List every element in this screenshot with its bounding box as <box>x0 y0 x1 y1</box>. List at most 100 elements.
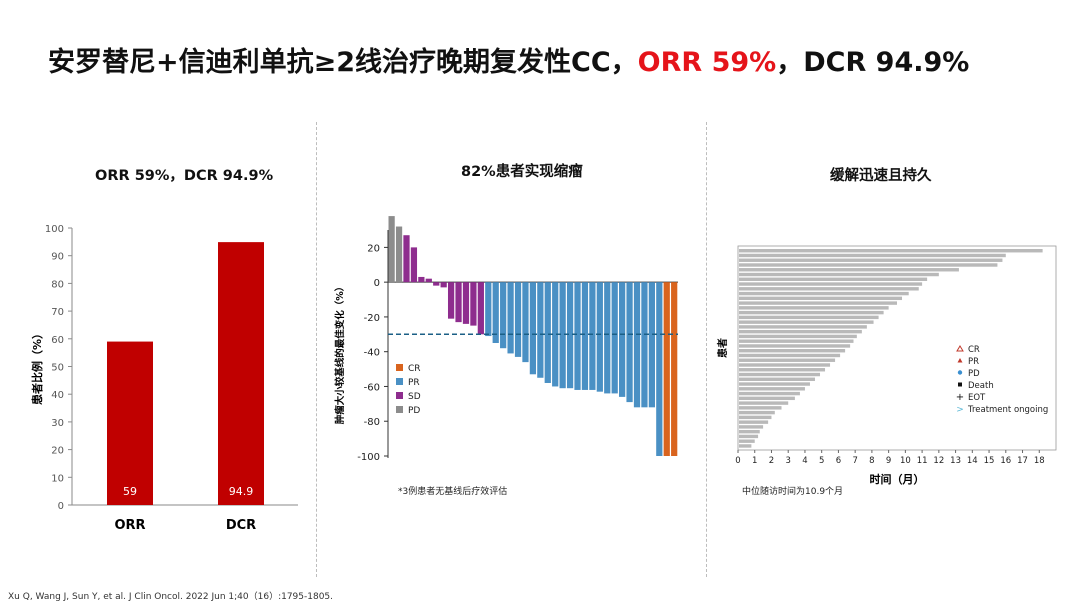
bar-dcr <box>218 242 264 505</box>
legend-label: PR <box>968 357 979 367</box>
x-axis-label: 时间（月） <box>870 472 925 486</box>
patient-bar <box>739 291 909 296</box>
legend-label: Treatment ongoing <box>967 405 1048 415</box>
legend-symbol-eot: + <box>956 392 964 403</box>
waterfall-bar-pr <box>633 282 641 408</box>
legend-symbol-pr <box>957 358 963 363</box>
y-tick-label: 0 <box>374 278 380 289</box>
x-tick-label: 5 <box>819 456 824 466</box>
patient-bar <box>739 329 862 334</box>
x-tick-label: 12 <box>933 456 944 466</box>
divider-left <box>316 122 317 577</box>
y-tick-label: 10 <box>51 473 64 484</box>
y-tick-label: -40 <box>364 348 380 359</box>
patient-bar <box>739 396 795 401</box>
y-axis-label: 肿瘤大小较基线的最佳变化（%） <box>334 282 346 425</box>
waterfall-bar-pr <box>648 282 655 408</box>
y-axis-label: 患者 <box>716 338 729 358</box>
y-tick-label: 100 <box>45 224 64 235</box>
x-tick-label: 17 <box>1017 456 1028 466</box>
patient-bar <box>739 249 1043 253</box>
title-dcr: DCR 94.9% <box>803 47 970 78</box>
waterfall-bar-pr <box>559 282 566 389</box>
y-tick-label: 20 <box>51 446 64 457</box>
waterfall-bar-sd <box>418 276 425 283</box>
waterfall-bar-pr <box>611 282 618 394</box>
citation: Xu Q, Wang J, Sun Y, et al. J Clin Oncol… <box>8 592 334 602</box>
orr-dcr-bar-chart: 0 10 20 30 40 50 60 70 80 90 100 患者比例（%） 59 ORR 94.9 DC… <box>30 224 298 533</box>
patient-bar <box>739 315 879 320</box>
bar-value-label: 59 <box>123 485 137 498</box>
waterfall-bar-pr <box>537 282 544 378</box>
waterfall-bar-pr <box>492 282 499 343</box>
waterfall-bar-sd <box>433 282 440 286</box>
waterfall-bar-cr <box>663 282 670 456</box>
waterfall-bar-pr <box>596 282 603 392</box>
patient-bar <box>739 358 836 362</box>
y-tick-label: 70 <box>51 307 64 318</box>
patient-bar <box>739 429 760 434</box>
patient-bar <box>739 439 755 443</box>
tumor-waterfall-chart: 20 0 -20 -40 -60 -80 -100 肿瘤大小较基线的最佳变化（%） CR PR SD… <box>334 216 678 497</box>
x-tick-label: 9 <box>886 456 891 466</box>
patient-bar <box>739 353 841 358</box>
bar-value-label: 94.9 <box>229 485 254 498</box>
legend-swatch-cr <box>396 364 403 371</box>
patient-bar <box>739 325 867 329</box>
patient-bar <box>739 420 769 424</box>
x-tick-label: 6 <box>836 456 841 466</box>
waterfall-bar-sd <box>477 282 484 335</box>
title-orr: ORR 59% <box>637 47 777 78</box>
y-tick-label: 90 <box>51 252 64 263</box>
patient-bar <box>739 401 789 405</box>
x-tick-label: 16 <box>1000 456 1011 466</box>
waterfall-bar-pr <box>656 282 663 456</box>
legend-swatch-pr <box>396 378 403 385</box>
patient-bar <box>739 368 826 372</box>
patient-bar <box>739 320 874 324</box>
legend-symbol-cr <box>956 345 964 352</box>
legend-symbol-death <box>958 382 962 387</box>
patient-bar <box>739 272 939 277</box>
patient-bar <box>739 277 928 281</box>
patient-bar <box>739 410 775 415</box>
waterfall-bar-pr <box>574 282 581 390</box>
x-tick-label: 2 <box>769 456 774 466</box>
bar-orr <box>107 341 153 505</box>
x-tick-label: 11 <box>917 456 928 466</box>
y-tick-label: 60 <box>51 335 64 346</box>
patient-bar <box>739 282 923 286</box>
patient-bar <box>739 339 854 343</box>
waterfall-bar-pd <box>388 216 395 283</box>
y-tick-label: 20 <box>367 243 380 254</box>
waterfall-bar-sd <box>403 235 410 283</box>
legend-label: CR <box>408 364 421 374</box>
patient-bar <box>739 263 998 267</box>
title-sep: ， <box>776 47 804 78</box>
patient-bar <box>739 301 897 305</box>
waterfall-bar-sd <box>447 282 455 319</box>
patient-bar <box>739 334 857 339</box>
waterfall-bar-pr <box>581 282 589 390</box>
x-tick-label: 14 <box>967 456 978 466</box>
patient-bar <box>739 377 815 381</box>
waterfall-bar-pr <box>514 282 522 357</box>
waterfall-bar-sd <box>410 247 418 283</box>
patient-bar <box>739 387 805 391</box>
x-tick-label: 0 <box>735 456 740 466</box>
x-tick-label: 4 <box>802 456 807 466</box>
waterfall-bar-pr <box>529 282 537 375</box>
legend-label: PD <box>408 406 420 416</box>
waterfall-bar-pr <box>626 282 633 403</box>
waterfall-bar-pr <box>619 282 626 397</box>
x-tick-label: 3 <box>785 456 790 466</box>
follow-up-note: 中位随访时间为10.9个月 <box>742 485 843 497</box>
legend-swatch-sd <box>396 392 403 399</box>
waterfall-bar-pr <box>522 282 529 363</box>
legend-label: PR <box>408 378 420 388</box>
x-category-label: ORR <box>114 518 145 533</box>
title-main: 安罗替尼+信迪利单抗≥2线治疗晚期复发性CC， <box>48 47 638 78</box>
waterfall-bar-pr <box>552 282 559 387</box>
x-tick-label: 1 <box>752 456 757 466</box>
